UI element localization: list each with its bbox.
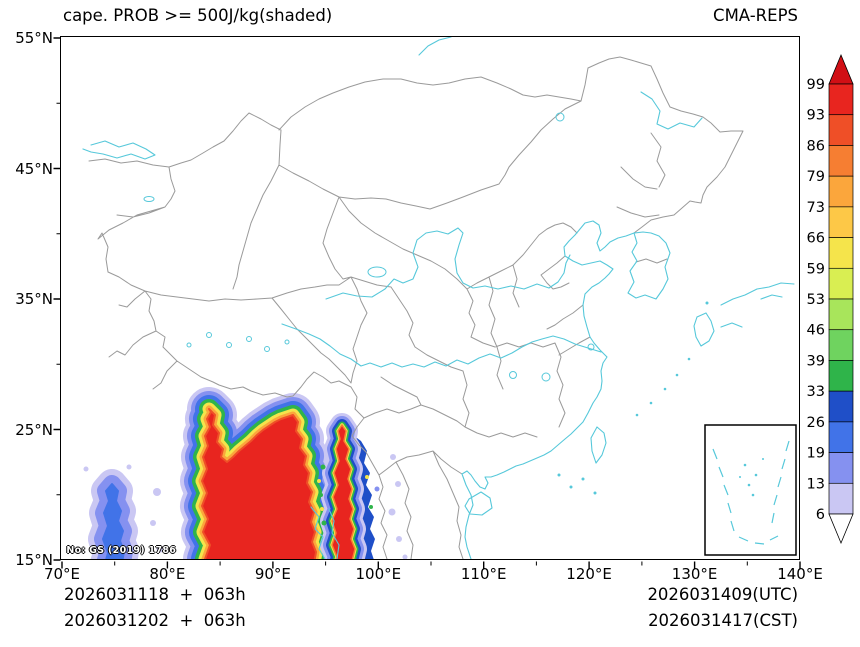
- colorbar-under-arrow: [828, 513, 854, 545]
- y-tick-label: 25°N: [15, 420, 53, 439]
- south-china-sea-inset: [704, 424, 798, 557]
- colorbar-label: 19: [807, 446, 825, 462]
- map-license: No: GS (2019) 1786: [66, 545, 177, 557]
- y-tick-label: 15°N: [15, 551, 53, 569]
- x-tick-label: 130°E: [671, 565, 718, 583]
- island-dots: [557, 301, 709, 495]
- colorbar-label: 26: [807, 415, 825, 431]
- chart-title: cape. PROB >= 500J/kg(shaded): [63, 6, 333, 25]
- colorbar: 99 93 86 79 73 66 59 53 46 39 33 26 19 1…: [807, 53, 854, 545]
- colorbar-label: 39: [807, 353, 825, 369]
- init-time-line-1: 2026031118 + 063h: [64, 585, 246, 604]
- colorbar-label: 53: [807, 292, 825, 308]
- map-frame: No: GS (2019) 1786: [60, 36, 801, 561]
- x-tick-label: 100°E: [355, 565, 402, 583]
- colorbar-label: 66: [807, 231, 825, 247]
- x-tick-label: 70°E: [43, 565, 81, 583]
- colorbar-label: 73: [807, 200, 825, 216]
- init-time-line-2: 2026031202 + 063h: [64, 611, 246, 630]
- colorbar-label: 59: [807, 261, 825, 277]
- colorbar-label: 79: [807, 169, 825, 185]
- y-tick-label: 35°N: [15, 290, 53, 308]
- colorbar-label: 46: [807, 323, 825, 339]
- valid-time-utc: 2026031409(UTC): [647, 585, 798, 604]
- x-tick-label: 120°E: [566, 565, 612, 583]
- x-tick-label: 110°E: [460, 565, 507, 583]
- colorbar-label: 93: [807, 108, 825, 124]
- map-canvas: [82, 37, 798, 560]
- valid-time-cst: 2026031417(CST): [648, 611, 798, 630]
- colorbar-over-arrow: [828, 53, 854, 85]
- colorbar-label: 99: [807, 77, 825, 93]
- model-label: CMA-REPS: [713, 6, 798, 25]
- lakes: [143, 112, 595, 382]
- shaded-probability-field: [83, 409, 408, 560]
- colorbar-label: 6: [816, 507, 825, 523]
- y-tick-label: 45°N: [15, 159, 53, 178]
- x-tick-label: 80°E: [149, 565, 186, 583]
- x-tick-label: 90°E: [254, 565, 291, 583]
- colorbar-label: 86: [807, 138, 825, 154]
- colorbar-label: 13: [807, 476, 825, 492]
- colorbar-label: 33: [807, 384, 825, 400]
- y-tick-label: 55°N: [15, 29, 53, 47]
- x-tick-label: 140°E: [777, 565, 823, 583]
